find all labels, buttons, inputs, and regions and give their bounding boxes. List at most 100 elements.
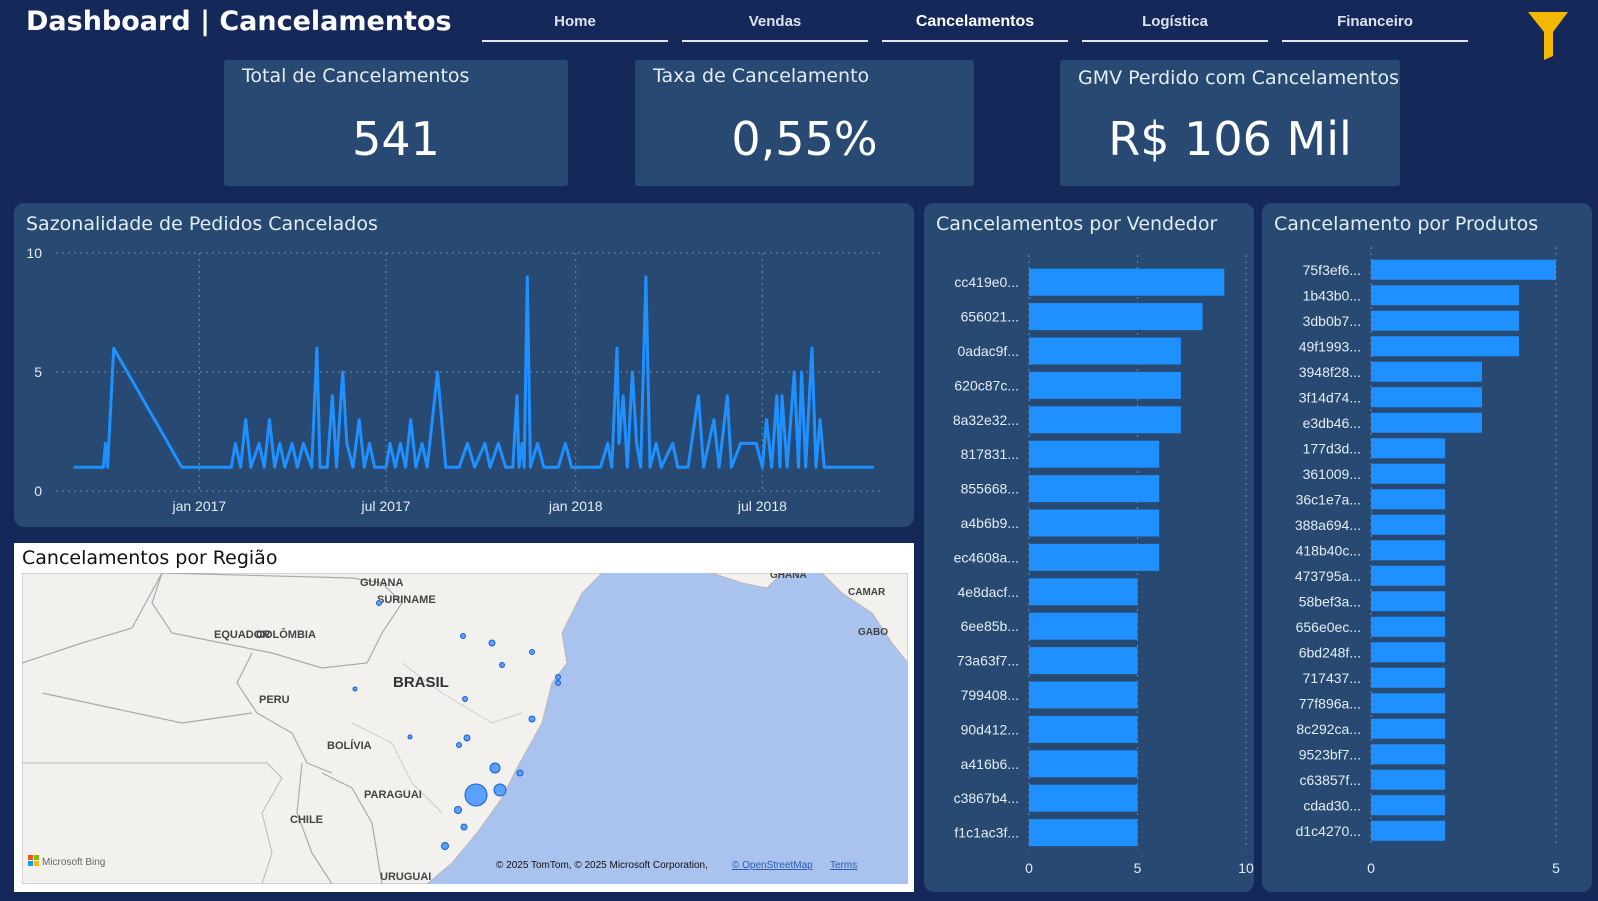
bar-category-label: 717437... <box>1303 670 1361 686</box>
map-bubble[interactable] <box>407 734 413 740</box>
products-bar-chart: 0 5 75f3ef6... 1b43b0... 3db0b7... 49f1993...… <box>1295 247 1560 876</box>
x-tick-label: 0 <box>1367 860 1375 876</box>
map-bubble[interactable] <box>376 600 382 606</box>
kpi-label: Total de Cancelamentos <box>242 65 470 87</box>
nav-financeiro-button[interactable]: Financeiro <box>1282 8 1468 42</box>
terms-link[interactable]: Terms <box>830 860 857 871</box>
x-tick-label: jul 2017 <box>360 498 410 514</box>
bar <box>1371 769 1445 790</box>
map-bubble[interactable] <box>516 769 524 777</box>
map-bubble[interactable] <box>488 639 496 647</box>
map-bubble[interactable] <box>352 686 358 692</box>
nav-home-button[interactable]: Home <box>482 8 668 42</box>
bar <box>1371 259 1556 280</box>
products-title: Cancelamento por Produtos <box>1274 213 1539 235</box>
x-tick-label: 5 <box>1552 860 1560 876</box>
map-bubble[interactable] <box>460 633 466 639</box>
map-area[interactable]: COLÔMBIA GUIANA SURINAME EQUADOR PERU BR… <box>22 573 908 884</box>
kpi-label: GMV Perdido com Cancelamentos <box>1078 67 1400 89</box>
map-bubble[interactable] <box>493 783 507 797</box>
kpi-value: 541 <box>352 112 440 166</box>
bar-category-label: 58bef3a... <box>1299 593 1361 609</box>
bar <box>1029 406 1181 434</box>
bar <box>1371 361 1482 382</box>
bar-category-label: a416b6... <box>961 756 1019 772</box>
bar-category-label: 73a63f7... <box>957 653 1019 669</box>
bar <box>1029 509 1160 537</box>
kpi-value: 0,55% <box>731 112 878 166</box>
seasonality-line-chart: 0 5 10 jan 2017 jul 2017 jan 2018 jul 2018 <box>26 245 882 514</box>
map-bubble[interactable] <box>499 662 505 668</box>
x-tick-label: jul 2018 <box>737 498 787 514</box>
vendors-card: Cancelamentos por Vendedor 0 5 10 cc419e0..… <box>924 203 1254 892</box>
bar <box>1371 285 1519 306</box>
vendors-bar-chart: 0 5 10 cc419e0... 656021... 0adac9f... 620c87c… <box>953 255 1254 876</box>
bar-category-label: 49f1993... <box>1299 338 1361 354</box>
map-title: Cancelamentos por Região <box>22 547 278 569</box>
x-tick-label: jan 2018 <box>548 498 603 514</box>
bar-category-label: cdad30... <box>1303 797 1361 813</box>
map-bubble[interactable] <box>529 649 535 655</box>
bar-category-label: 6bd248f... <box>1299 644 1361 660</box>
bar <box>1371 489 1445 510</box>
bar <box>1371 693 1445 714</box>
products-card: Cancelamento por Produtos 0 5 75f3ef6... 1b… <box>1262 203 1592 892</box>
bar <box>1371 642 1445 663</box>
bar-category-label: ec4608a... <box>954 549 1019 565</box>
nav-cancelamentos-button[interactable]: Cancelamentos <box>882 8 1068 42</box>
bar <box>1371 616 1445 637</box>
bar-category-label: 418b40c... <box>1296 542 1361 558</box>
bar-category-label: 855668... <box>961 481 1019 497</box>
bar-category-label: 4e8dacf... <box>958 584 1020 600</box>
map-bubble[interactable] <box>489 762 501 774</box>
bar <box>1371 744 1445 765</box>
map-label-peru: PERU <box>259 694 290 706</box>
map-bubble[interactable] <box>441 842 449 850</box>
kpi-total-cancelamentos: Total de Cancelamentos 541 <box>224 60 568 186</box>
map-bubble[interactable] <box>462 696 468 702</box>
kpi-taxa-cancelamento: Taxa de Cancelamento 0,55% <box>635 60 974 186</box>
map-bubble[interactable] <box>460 823 468 831</box>
map-bubble[interactable] <box>463 734 471 742</box>
bar <box>1029 681 1138 709</box>
funnel-icon[interactable] <box>1526 8 1570 60</box>
bar-category-label: 8a32e32... <box>953 412 1019 428</box>
map-bubble[interactable] <box>555 680 561 686</box>
map-bubble[interactable] <box>454 806 462 814</box>
map-bubble[interactable] <box>528 715 536 723</box>
bar-category-label: c3867b4... <box>954 790 1019 806</box>
bar <box>1371 387 1482 408</box>
map-bubble[interactable] <box>456 742 462 748</box>
bar <box>1371 336 1519 357</box>
bar <box>1371 412 1482 433</box>
nav-logistica-button[interactable]: Logística <box>1082 8 1268 42</box>
bar <box>1371 463 1445 484</box>
bar-category-label: 799408... <box>961 687 1019 703</box>
osm-link[interactable]: © OpenStreetMap <box>732 860 813 871</box>
y-tick-label: 5 <box>34 364 42 380</box>
bar <box>1029 612 1138 640</box>
seasonality-card: Sazonalidade de Pedidos Cancelados 0 5 10 j… <box>14 203 914 527</box>
x-tick-label: 10 <box>1238 860 1254 876</box>
y-tick-label: 0 <box>34 483 42 499</box>
page-title: Dashboard | Cancelamentos <box>26 6 452 37</box>
bar <box>1371 438 1445 459</box>
map-label-ghana: GHANA <box>770 573 807 581</box>
bar <box>1029 268 1225 296</box>
map-label-uruguai: URUGUAI <box>380 871 431 883</box>
bar <box>1029 303 1203 331</box>
map-label-gabo: GABO <box>858 627 888 638</box>
vendors-title: Cancelamentos por Vendedor <box>936 213 1218 235</box>
nav-vendas-button[interactable]: Vendas <box>682 8 868 42</box>
bar-category-label: 8c292ca... <box>1296 721 1361 737</box>
bar <box>1029 543 1160 571</box>
bar-category-label: 177d3d... <box>1303 440 1361 456</box>
map-label-equador: EQUADOR <box>214 629 270 641</box>
map-label-paraguai: PARAGUAI <box>364 789 422 801</box>
bing-logo: Microsoft Bing <box>28 855 105 868</box>
bar-category-label: 77f896a... <box>1299 695 1361 711</box>
map-bubble[interactable] <box>555 674 561 680</box>
top-nav: Home Vendas Cancelamentos Logística Fina… <box>482 8 1468 42</box>
bar <box>1029 337 1181 365</box>
map-bubble[interactable] <box>464 783 488 807</box>
